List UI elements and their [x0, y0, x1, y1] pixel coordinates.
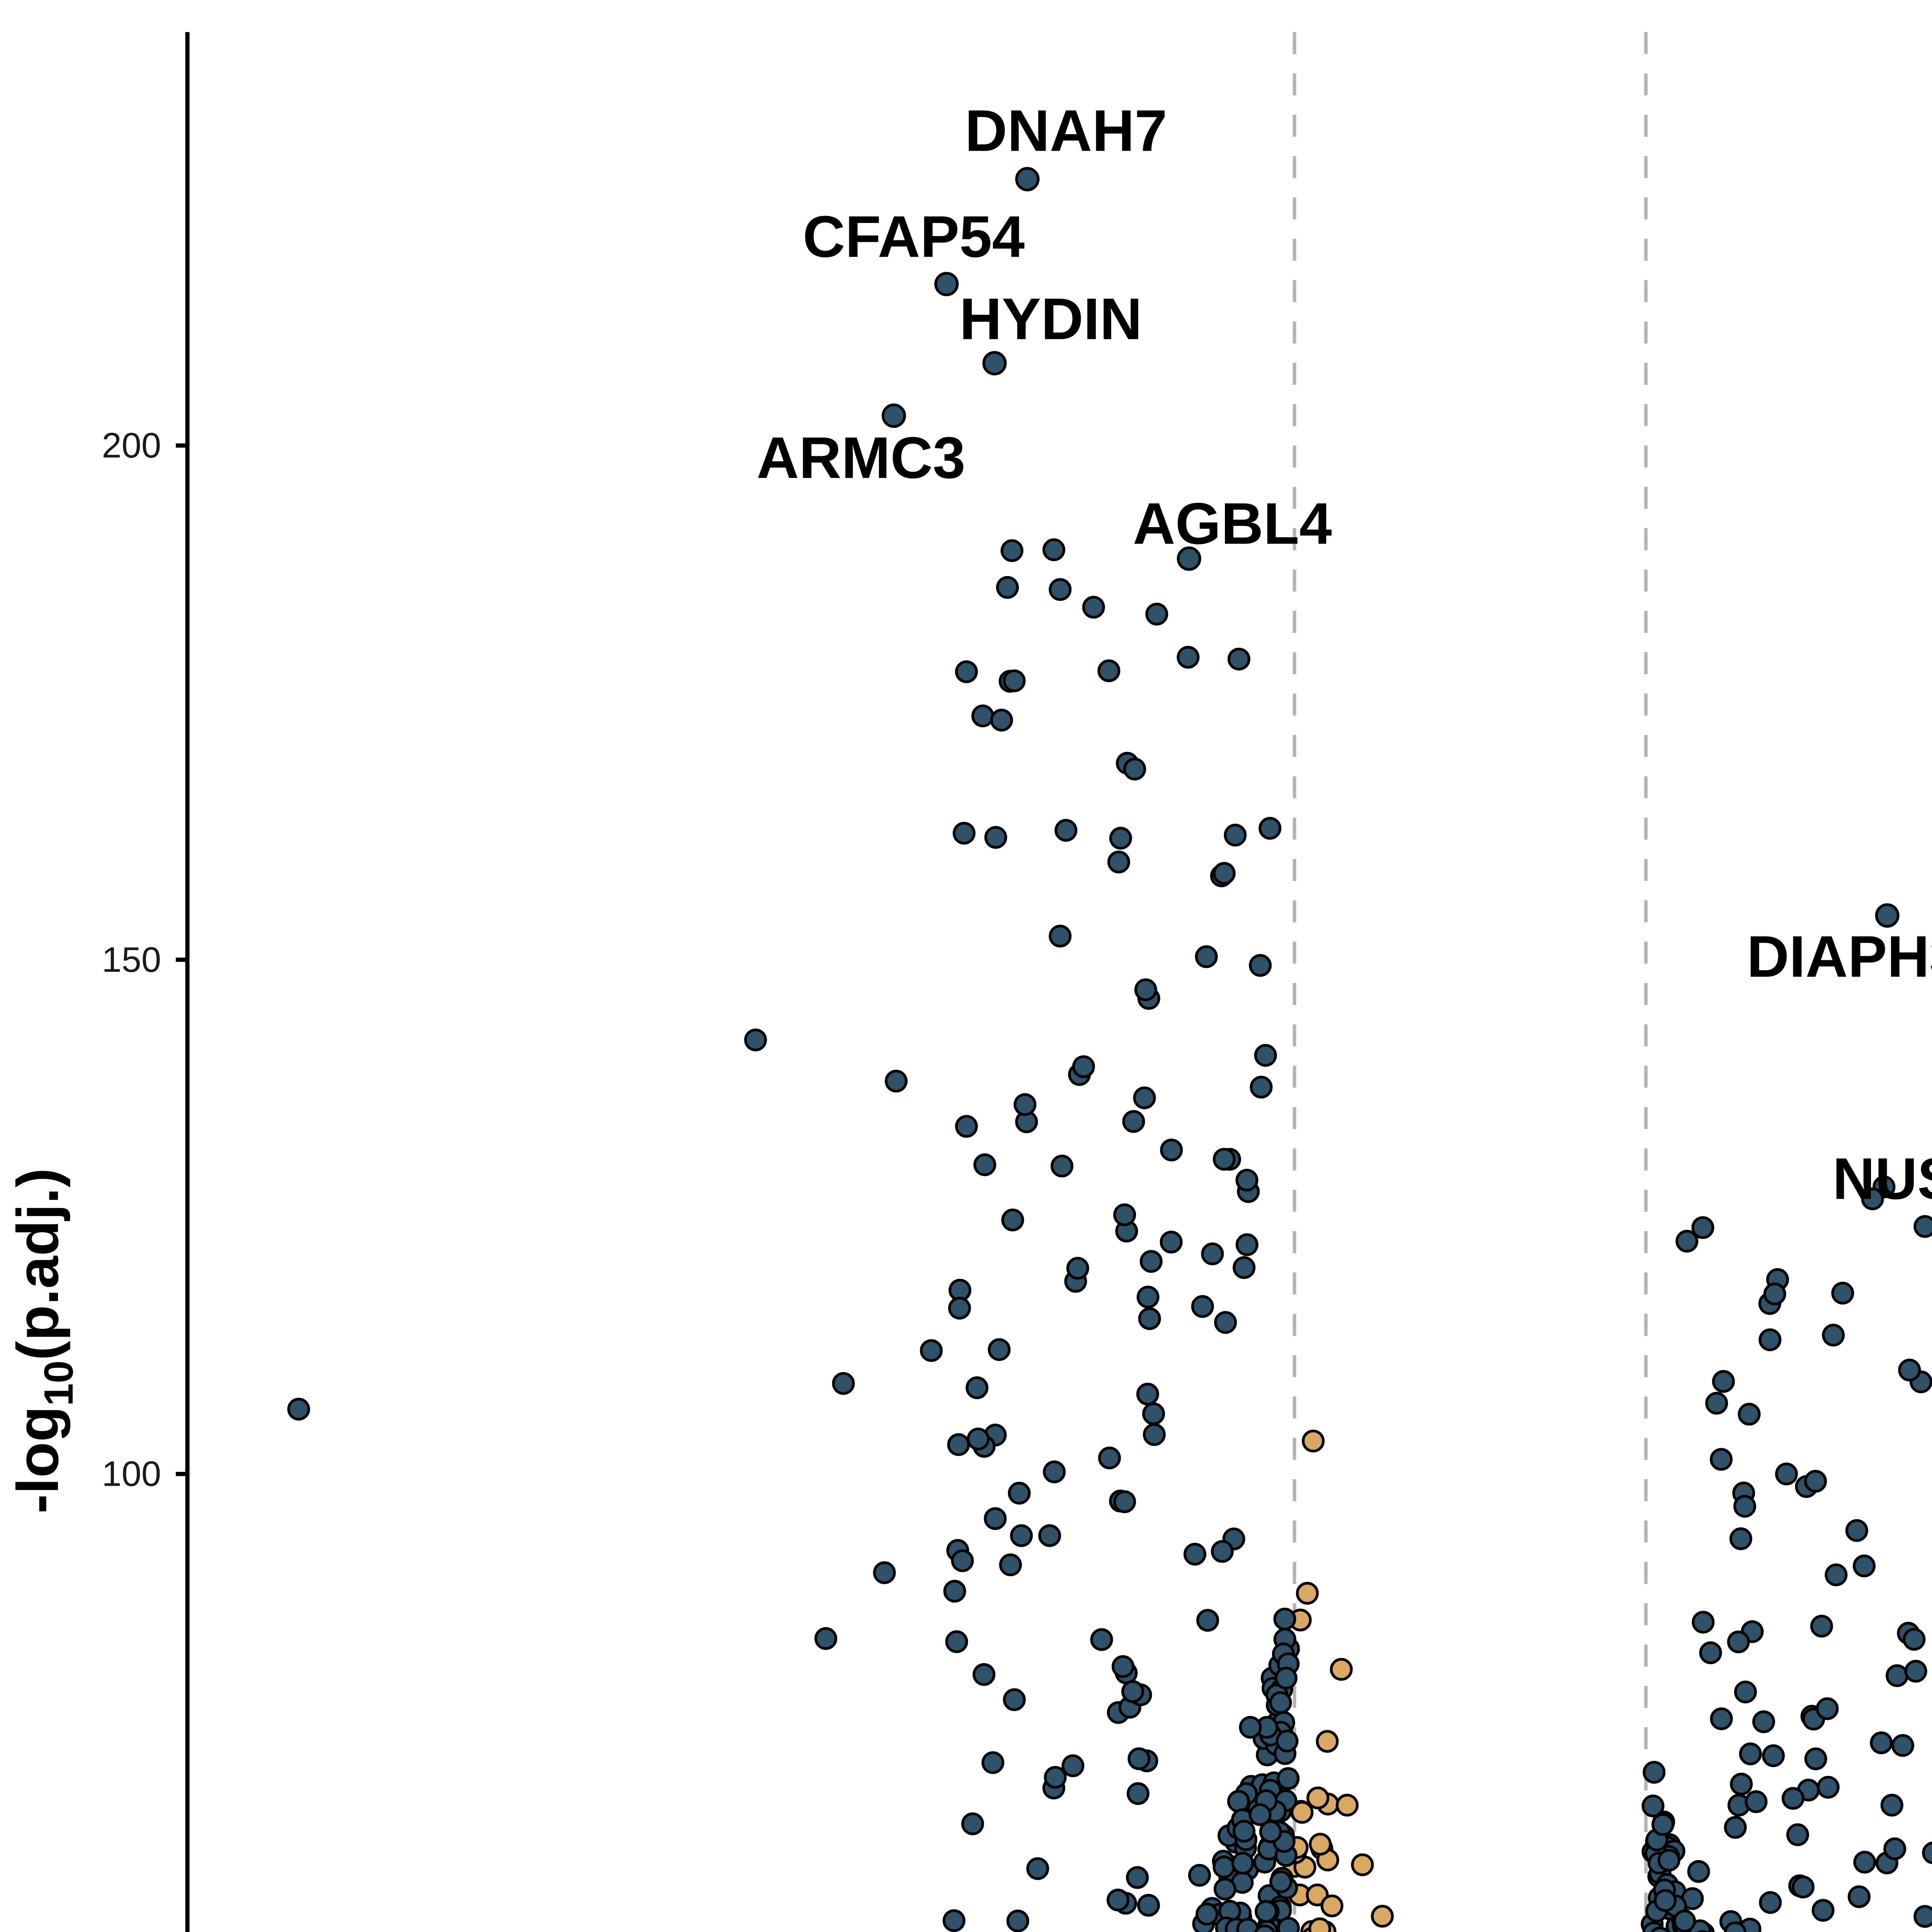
data-point-sig_out	[1056, 820, 1076, 840]
data-point-sig_out	[1192, 1296, 1213, 1316]
data-point-sig_out	[1212, 1541, 1232, 1561]
data-point-sig_out	[1139, 1309, 1160, 1329]
data-point-sig_out	[1147, 604, 1167, 624]
data-point-sig_out	[1240, 1717, 1260, 1737]
data-point-sig_in	[1337, 1795, 1357, 1815]
data-point-sig_out	[1196, 947, 1216, 967]
data-point-sig_out	[1234, 1821, 1254, 1841]
data-point-sig_out	[1228, 1791, 1248, 1811]
data-point-sig_out	[1000, 1555, 1020, 1575]
data-point-sig_in	[1303, 1431, 1323, 1451]
data-point-sig_out	[1044, 540, 1064, 560]
data-point-sig_out	[1189, 1865, 1209, 1885]
data-point-sig_out	[1138, 1384, 1158, 1404]
data-point-sig_out	[1251, 1077, 1271, 1097]
data-point-sig_out	[1144, 1425, 1164, 1445]
data-point-sig_out	[1008, 1911, 1028, 1931]
data-point-sig_out	[1123, 1682, 1143, 1702]
data-point-sig_out	[1002, 541, 1022, 561]
data-point-sig_out	[1256, 1901, 1276, 1922]
data-point-sig_out	[1276, 1668, 1296, 1688]
data-point-sig_out	[949, 1298, 969, 1318]
data-point-sig_out	[1128, 1867, 1148, 1888]
data-point-sig_out	[1255, 1045, 1276, 1065]
data-point-sig_out	[1028, 1859, 1048, 1879]
data-point-sig_in	[1352, 1855, 1372, 1875]
data-point-sig_out	[1015, 1095, 1035, 1115]
data-point-sig_out	[1216, 1313, 1236, 1333]
data-point-sig_out	[1124, 1111, 1144, 1131]
data-point-sig_out	[1099, 1448, 1119, 1468]
data-point-sig_out	[1136, 980, 1156, 1000]
data-point-sig_out	[1198, 1610, 1218, 1630]
data-point-sig_out	[1004, 671, 1024, 691]
data-point-sig_out	[1141, 1252, 1161, 1272]
data-point-sig_out	[1108, 1890, 1128, 1910]
data-point-sig_out	[1004, 1690, 1024, 1710]
data-point-sig_out	[1215, 1879, 1235, 1899]
data-point-sig_out	[947, 1632, 967, 1652]
data-point-sig_out	[1003, 1210, 1023, 1230]
data-point-sig_out	[1125, 759, 1145, 779]
data-point-sig_out	[1052, 1156, 1072, 1176]
data-point-sig_out	[1237, 1235, 1257, 1255]
data-point-sig_in	[1317, 1731, 1337, 1752]
data-point-sig_out	[963, 1814, 983, 1834]
data-point-sig_out	[1238, 1919, 1258, 1932]
data-point-sig_in	[1310, 1919, 1330, 1932]
data-point-sig_out	[1279, 1918, 1299, 1932]
data-point-sig_out	[975, 1155, 995, 1175]
data-point-sig_in	[1322, 1896, 1342, 1916]
data-point-sig_out	[1234, 1258, 1254, 1278]
data-point-sig_out	[967, 1378, 987, 1398]
data-point-sig_out	[1178, 647, 1198, 667]
data-point-sig_out	[1233, 1853, 1253, 1873]
data-point-sig_out	[1063, 1756, 1083, 1776]
data-point-sig_out	[1277, 1731, 1297, 1751]
data-point-sig_out	[1045, 1767, 1065, 1787]
data-point-sig_in	[1310, 1834, 1330, 1854]
data-point-sig_out	[1237, 1170, 1257, 1190]
data-point-sig_out	[1138, 1895, 1158, 1915]
data-point-sig_out	[1040, 1526, 1060, 1546]
data-point-sig_out	[1129, 1749, 1149, 1769]
data-point-sig_out	[1278, 1769, 1298, 1789]
data-point-sig_out	[1161, 1232, 1181, 1252]
data-point-sig_out	[1250, 956, 1270, 976]
data-point-sig_out	[1275, 1609, 1295, 1629]
data-point-sig_out	[1271, 1872, 1291, 1892]
data-point-sig_in	[1308, 1788, 1328, 1808]
data-point-sig_out	[1134, 1088, 1155, 1108]
data-point-sig_out	[952, 1551, 973, 1571]
data-point-sig_out	[1260, 818, 1280, 838]
data-point-sig_in	[1297, 1583, 1317, 1603]
data-point-sig_out	[949, 1435, 969, 1455]
data-point-sig_in	[1372, 1906, 1393, 1926]
data-point-sig_out	[1214, 1857, 1234, 1877]
data-point-sig_out	[1092, 1629, 1112, 1650]
data-point-sig_out	[989, 1340, 1009, 1360]
data-point-sig_out	[1270, 1692, 1291, 1713]
data-point-sig_out	[1229, 649, 1249, 669]
data-point-sig_in	[1331, 1659, 1351, 1679]
data-point-sig_out	[1009, 1483, 1029, 1503]
data-point-sig_out	[1197, 1904, 1217, 1924]
data-point-sig_out	[1225, 825, 1245, 845]
data-point-sig_out	[983, 1753, 1003, 1773]
data-point-sig_out	[1128, 1784, 1148, 1804]
data-point-sig_out	[1011, 1526, 1031, 1546]
data-point-sig_out	[1099, 661, 1119, 681]
data-point-sig_out	[973, 706, 993, 726]
data-point-sig_out	[1250, 1804, 1270, 1825]
data-point-sig_out	[985, 1509, 1005, 1529]
data-point-sig_out	[1113, 1656, 1133, 1677]
data-point-sig_out	[1083, 597, 1104, 617]
data-point-sig_out	[944, 1911, 964, 1931]
data-point-sig_out	[1111, 828, 1131, 848]
data-point-sig_out	[1144, 1404, 1164, 1424]
